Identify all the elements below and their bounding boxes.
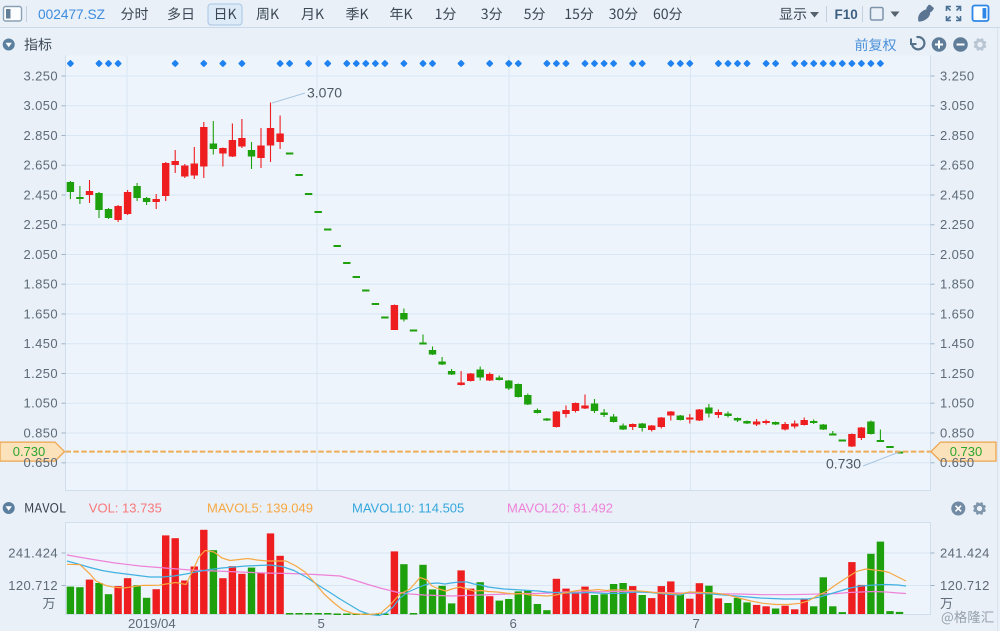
svg-text:2.050: 2.050 bbox=[23, 247, 58, 262]
svg-text:3.250: 3.250 bbox=[940, 68, 975, 83]
svg-text:1.050: 1.050 bbox=[940, 396, 975, 411]
svg-text:2.250: 2.250 bbox=[23, 217, 58, 232]
svg-text:VOL: 13.735: VOL: 13.735 bbox=[89, 501, 162, 516]
svg-text:002477.SZ: 002477.SZ bbox=[38, 7, 105, 22]
svg-text:2.450: 2.450 bbox=[940, 187, 975, 202]
svg-text:6: 6 bbox=[510, 616, 517, 631]
svg-text:0.730: 0.730 bbox=[950, 444, 983, 459]
svg-text:0.850: 0.850 bbox=[23, 425, 58, 440]
svg-text:F10: F10 bbox=[835, 7, 858, 22]
svg-text:1.250: 1.250 bbox=[940, 366, 975, 381]
svg-text:2.250: 2.250 bbox=[940, 217, 975, 232]
svg-text:MAVOL20: 81.492: MAVOL20: 81.492 bbox=[507, 501, 613, 516]
svg-text:1.850: 1.850 bbox=[940, 277, 975, 292]
svg-text:2.650: 2.650 bbox=[23, 158, 58, 173]
svg-text:1.650: 1.650 bbox=[23, 306, 58, 321]
svg-text:1.450: 1.450 bbox=[940, 336, 975, 351]
svg-text:2.650: 2.650 bbox=[940, 158, 975, 173]
svg-text:2.450: 2.450 bbox=[23, 187, 58, 202]
svg-text:0.730: 0.730 bbox=[13, 444, 46, 459]
svg-text:1.450: 1.450 bbox=[23, 336, 58, 351]
svg-text:3.050: 3.050 bbox=[23, 98, 58, 113]
svg-text:0.650: 0.650 bbox=[23, 455, 58, 470]
svg-text:5: 5 bbox=[318, 616, 325, 631]
svg-text:1.050: 1.050 bbox=[23, 396, 58, 411]
svg-text:3.050: 3.050 bbox=[940, 98, 975, 113]
svg-text:MAVOL10: 114.505: MAVOL10: 114.505 bbox=[352, 501, 464, 516]
svg-text:2019/04: 2019/04 bbox=[128, 616, 176, 631]
svg-text:2.050: 2.050 bbox=[940, 247, 975, 262]
svg-text:7: 7 bbox=[693, 616, 700, 631]
svg-text:120.712: 120.712 bbox=[940, 578, 990, 593]
svg-text:0.730: 0.730 bbox=[826, 456, 861, 472]
svg-text:2.850: 2.850 bbox=[940, 128, 975, 143]
svg-text:241.424: 241.424 bbox=[8, 545, 58, 560]
svg-text:241.424: 241.424 bbox=[940, 545, 990, 560]
svg-text:MAVOL5: 139.049: MAVOL5: 139.049 bbox=[207, 501, 313, 516]
svg-text:1.850: 1.850 bbox=[23, 277, 58, 292]
svg-text:1.250: 1.250 bbox=[23, 366, 58, 381]
svg-text:0.850: 0.850 bbox=[940, 425, 975, 440]
svg-text:1.650: 1.650 bbox=[940, 306, 975, 321]
svg-text:0.650: 0.650 bbox=[940, 455, 975, 470]
svg-text:3.250: 3.250 bbox=[23, 68, 58, 83]
svg-text:120.712: 120.712 bbox=[8, 578, 58, 593]
svg-text:3.070: 3.070 bbox=[307, 85, 342, 101]
svg-text:2.850: 2.850 bbox=[23, 128, 58, 143]
